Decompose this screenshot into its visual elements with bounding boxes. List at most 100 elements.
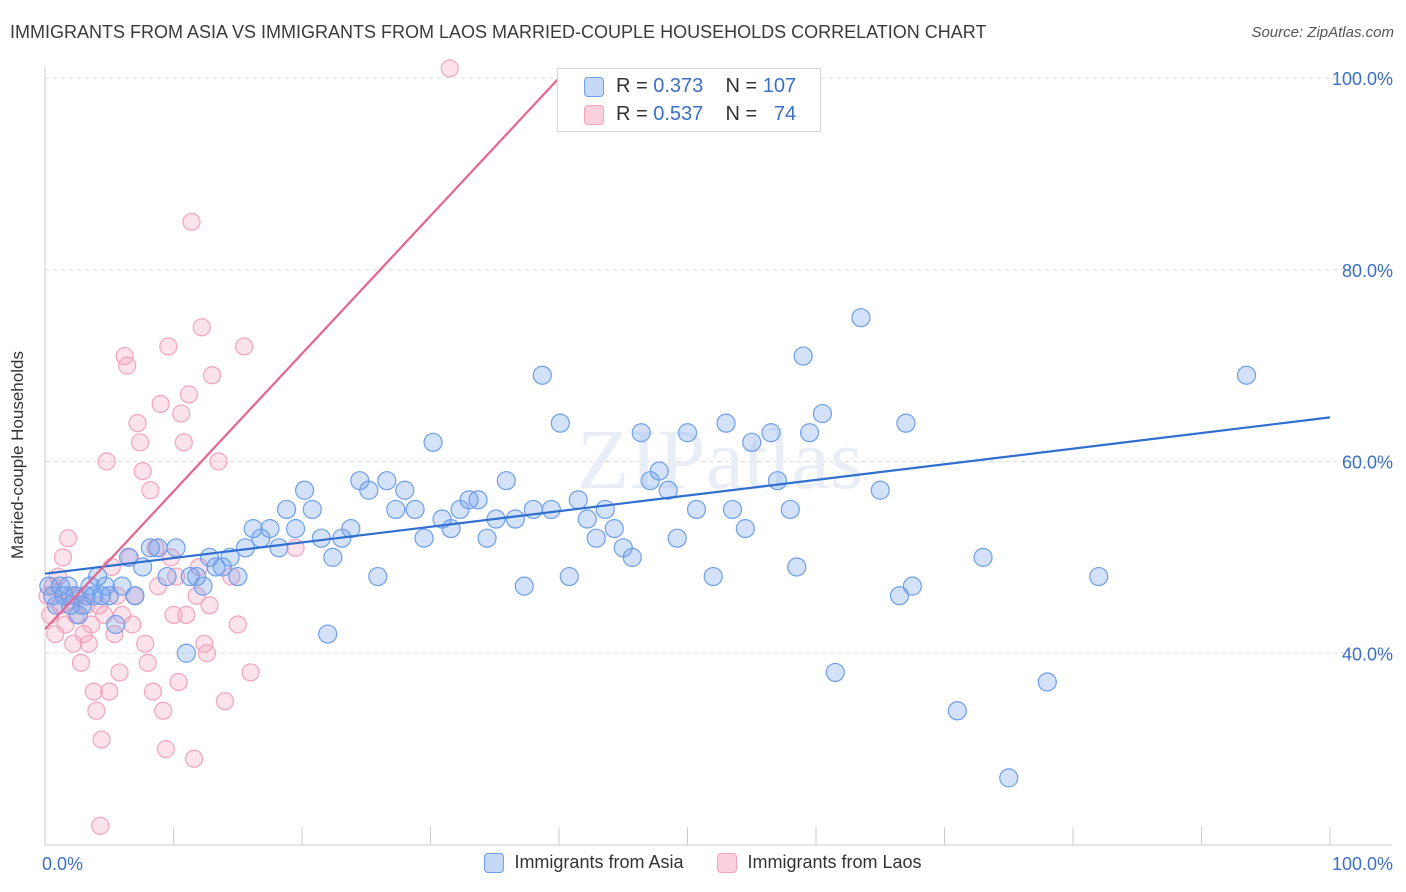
asia-point [176, 643, 196, 663]
asia-point [54, 586, 74, 606]
asia-point [541, 499, 561, 520]
asia-point [285, 519, 306, 539]
asia-point [318, 624, 338, 644]
laos-point [200, 596, 219, 615]
y-axis-label: Married-couple Households [8, 351, 27, 559]
laos-point [118, 356, 137, 375]
asia-point [50, 576, 71, 596]
laos-point [215, 692, 234, 711]
asia-point [386, 499, 406, 520]
stats-legend: R = 0.373 N = 107 R = 0.537 N = 74 [557, 68, 821, 132]
asia-point [187, 566, 207, 587]
asia-point [405, 499, 425, 520]
laos-point [138, 653, 157, 672]
asia-stats-text: R = 0.373 N = 107 [616, 75, 797, 97]
laos-point [164, 605, 183, 625]
y-tick-label: 100.0% [1332, 69, 1393, 89]
y-tick-label: 60.0% [1342, 453, 1393, 473]
asia-point [505, 509, 525, 529]
laos-point [197, 644, 217, 663]
series-asia-points [39, 308, 1257, 788]
laos-point [92, 730, 111, 749]
asia-point [595, 499, 615, 520]
asia-point [148, 538, 168, 558]
asia-point [604, 519, 624, 539]
laos-point [235, 337, 254, 356]
laos-point [110, 663, 129, 682]
laos-point [154, 701, 173, 720]
laos-point [130, 433, 150, 452]
laos-point [156, 740, 175, 759]
laos-r-value: 0.537 [653, 103, 704, 125]
asia-point [91, 586, 112, 606]
legend-asia-swatch [484, 852, 505, 873]
asia-point [368, 566, 388, 587]
laos-point [87, 701, 106, 720]
asia-point [423, 432, 443, 452]
asia-point [43, 586, 63, 606]
asia-point [658, 480, 678, 500]
laos-point [59, 529, 78, 548]
laos-point [100, 682, 119, 701]
asia-point [716, 413, 736, 433]
x-tick-label-min: 0.0% [42, 854, 83, 874]
asia-point [896, 413, 916, 433]
asia-point [414, 528, 434, 548]
legend-item-laos[interactable]: Immigrants from Laos [717, 852, 922, 873]
asia-point [793, 346, 813, 366]
asia-point [742, 432, 762, 452]
laos-point [202, 366, 222, 385]
asia-point [631, 423, 651, 443]
asia-swatch [584, 77, 604, 97]
asia-point [496, 471, 516, 491]
asia-point [441, 519, 461, 539]
asia-point [302, 499, 322, 520]
legend-item-asia[interactable]: Immigrants from Asia [484, 852, 683, 873]
asia-point [99, 586, 119, 606]
series-legend: Immigrants from Asia Immigrants from Lao… [0, 852, 1406, 873]
asia-point [677, 423, 698, 443]
asia-point [799, 423, 820, 443]
asia-point [112, 576, 132, 596]
asia-point [377, 471, 397, 491]
laos-point [91, 816, 110, 835]
legend-laos-label: Immigrants from Laos [747, 852, 922, 872]
laos-trend-line [44, 77, 560, 631]
asia-point [294, 480, 315, 500]
asia-point [95, 576, 115, 596]
asia-point [477, 528, 497, 548]
laos-point [79, 634, 98, 653]
asia-point [686, 499, 707, 520]
x-tick-label-max: 100.0% [1332, 854, 1393, 874]
asia-point [889, 586, 910, 606]
asia-point [1089, 566, 1109, 587]
asia-point [260, 519, 280, 539]
laos-point [141, 481, 160, 500]
asia-trend-line [44, 416, 1331, 575]
asia-point [577, 509, 597, 529]
asia-point [206, 557, 226, 577]
laos-point [53, 548, 73, 567]
laos-point [71, 653, 91, 672]
laos-point [228, 615, 247, 634]
laos-point [159, 337, 178, 356]
asia-point [947, 701, 967, 721]
asia-point [359, 480, 379, 500]
laos-point [123, 615, 142, 634]
laos-point [97, 452, 116, 471]
asia-point [902, 576, 922, 596]
asia-point [468, 490, 488, 510]
asia-point [157, 566, 177, 587]
laos-point [174, 433, 193, 452]
asia-point [761, 423, 781, 443]
laos-swatch [584, 105, 604, 125]
laos-point [136, 634, 155, 653]
asia-point [825, 662, 845, 683]
laos-point [192, 318, 211, 337]
asia-point [1236, 365, 1257, 385]
asia-point [649, 461, 669, 481]
asia-point [212, 557, 232, 577]
asia-point [243, 519, 263, 539]
y-tick-label: 80.0% [1342, 261, 1393, 281]
